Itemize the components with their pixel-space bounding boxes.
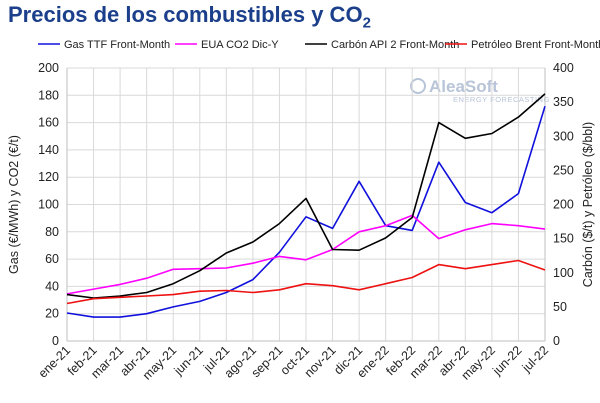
x-tick-label: jul-22 — [519, 343, 551, 375]
logo-tagline: ENERGY FORECASTING — [453, 95, 550, 104]
y-left-tick-label: 40 — [45, 279, 59, 293]
logo-name: AleaSoft — [429, 77, 498, 96]
y-right-tick-label: 300 — [553, 129, 574, 143]
chart-title: Precios de los combustibles y CO2 — [8, 2, 371, 31]
legend-label-4: Petróleo Brent Front-Month — [471, 39, 600, 51]
y-left-tick-label: 200 — [38, 61, 59, 75]
x-tick-label: ene-21 — [36, 343, 73, 380]
x-tick-label: jun-22 — [489, 343, 524, 378]
legend-label-1: Gas TTF Front-Month — [64, 39, 170, 51]
y-left-tick-label: 140 — [38, 143, 59, 157]
y-right-tick-label: 200 — [553, 198, 574, 212]
x-tick-label: jun-21 — [171, 343, 206, 378]
y-left-tick-label: 20 — [45, 307, 59, 321]
y-left-tick-label: 100 — [38, 198, 59, 212]
y-right-tick-label: 250 — [553, 163, 574, 177]
y-right-tick-label: 50 — [553, 300, 567, 314]
series-line-1 — [66, 105, 546, 318]
chart-title-subscript: 2 — [362, 14, 371, 32]
y-right-tick-label: 150 — [553, 232, 574, 246]
y-left-tick-label: 80 — [45, 225, 59, 239]
y-right-tick-label: 100 — [553, 266, 574, 280]
logo-mark-icon — [410, 78, 426, 94]
y-right-tick-label: 400 — [553, 61, 574, 75]
y-right-axis-title: Carbón ($/t) y Petróleo ($/bbl) — [581, 122, 595, 287]
y-left-tick-label: 160 — [38, 116, 59, 130]
series-line-4 — [66, 259, 546, 305]
series-line-2 — [66, 214, 546, 295]
y-left-tick-label: 180 — [38, 88, 59, 102]
y-left-tick-label: 120 — [38, 170, 59, 184]
y-right-tick-label: 0 — [553, 334, 560, 348]
legend-label-2: EUA CO2 Dic-Y — [201, 39, 279, 51]
y-left-tick-label: 60 — [45, 252, 59, 266]
y-left-axis-title: Gas (€/MWh) y CO2 (€/t) — [7, 135, 21, 274]
legend-label-3: Carbón API 2 Front-Month — [331, 39, 459, 51]
y-right-tick-label: 350 — [553, 95, 574, 109]
series-line-3 — [66, 93, 546, 299]
chart-title-main: Precios de los combustibles y CO — [8, 2, 363, 27]
y-left-tick-label: 0 — [52, 334, 59, 348]
